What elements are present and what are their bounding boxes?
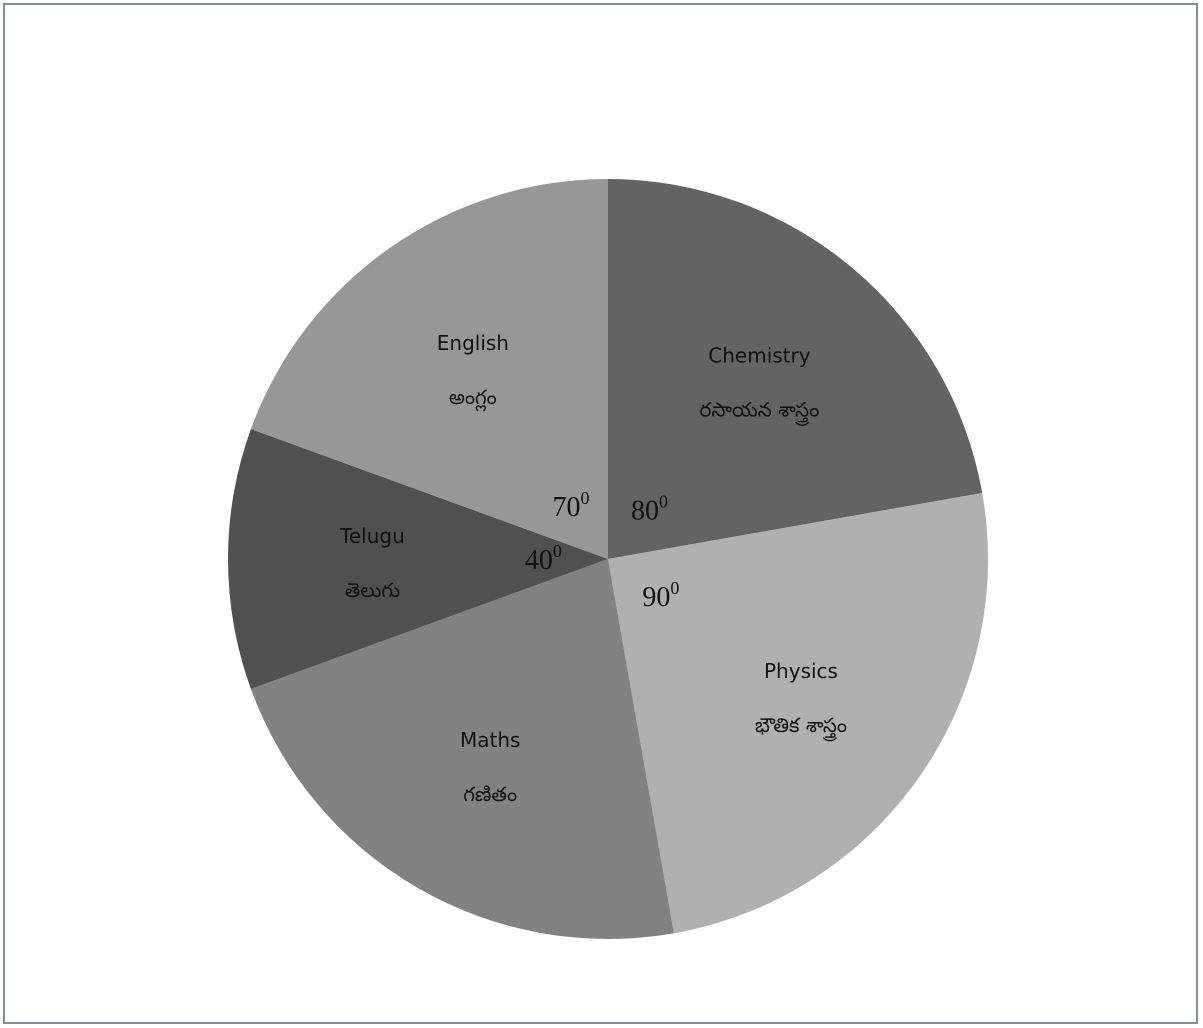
pie-slice-english xyxy=(250,179,608,559)
pie-slice-chemistry xyxy=(608,179,983,559)
degree-label-english: 700 xyxy=(552,488,589,523)
slice-label-te-telugu: తెలుగు xyxy=(345,578,400,602)
degree-label-telugu: 400 xyxy=(525,541,562,576)
slice-label-te-english: అంగ్లం xyxy=(449,385,497,412)
pie-slice-physics xyxy=(608,493,988,934)
degree-label-physics: 900 xyxy=(642,578,679,613)
slice-label-maths: Maths xyxy=(460,728,520,752)
slice-label-chemistry: Chemistry xyxy=(708,344,810,368)
slice-label-te-maths: గణితం xyxy=(463,782,517,806)
pie-slice-maths xyxy=(250,559,674,939)
pie-slices xyxy=(228,179,988,939)
pie-slice-telugu xyxy=(228,429,608,689)
degree-label-chemistry: 800 xyxy=(631,492,668,527)
slice-label-english: English xyxy=(437,331,509,355)
slice-label-telugu: Telugu xyxy=(339,524,405,548)
slice-label-physics: Physics xyxy=(764,659,838,683)
